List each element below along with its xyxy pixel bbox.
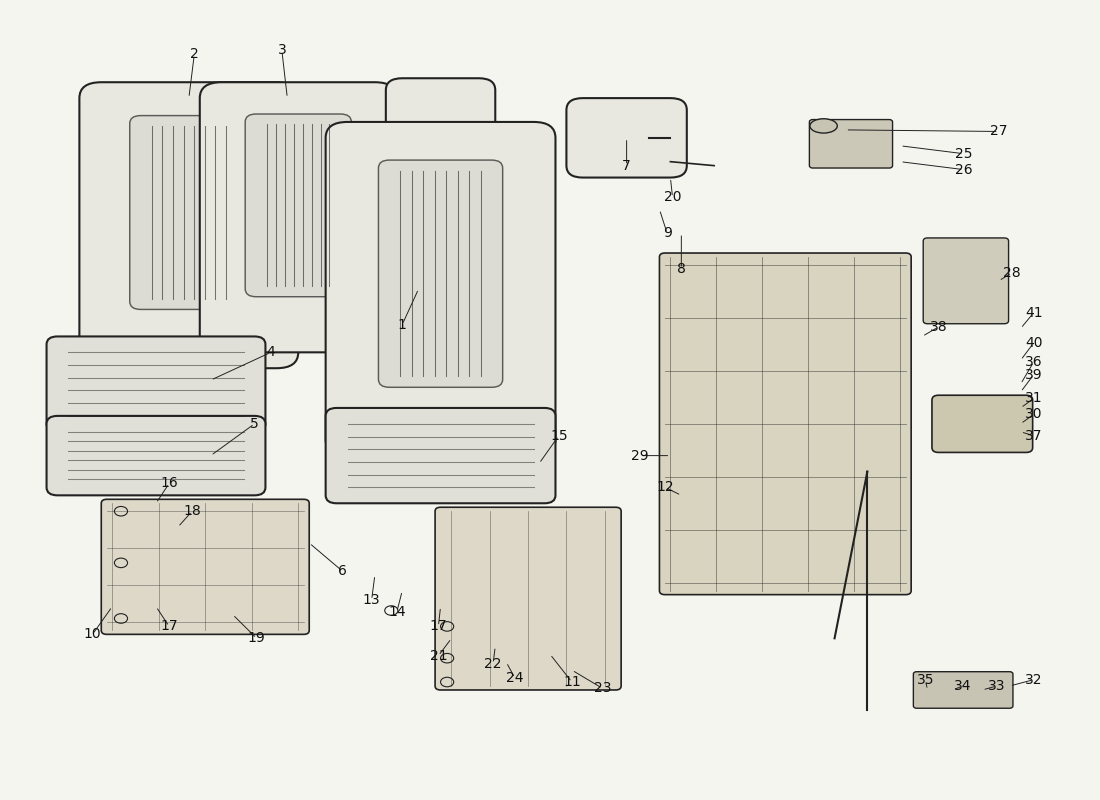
- FancyBboxPatch shape: [46, 416, 265, 495]
- FancyBboxPatch shape: [79, 82, 298, 368]
- FancyBboxPatch shape: [326, 408, 556, 503]
- Text: 16: 16: [161, 477, 178, 490]
- FancyBboxPatch shape: [566, 98, 686, 178]
- Text: 7: 7: [623, 158, 631, 173]
- Text: 1: 1: [398, 318, 407, 331]
- Text: 27: 27: [990, 125, 1008, 138]
- Text: 20: 20: [663, 190, 681, 205]
- Text: 8: 8: [676, 262, 685, 276]
- Text: 36: 36: [1025, 355, 1043, 369]
- Text: 2: 2: [190, 47, 199, 62]
- Text: 12: 12: [656, 480, 673, 494]
- Text: 14: 14: [388, 605, 406, 619]
- Text: 3: 3: [277, 43, 286, 58]
- Text: 38: 38: [930, 320, 947, 334]
- FancyBboxPatch shape: [130, 115, 248, 310]
- Text: 6: 6: [338, 564, 346, 578]
- Text: 17: 17: [430, 619, 448, 634]
- Text: 32: 32: [1025, 673, 1043, 686]
- Ellipse shape: [810, 118, 837, 133]
- FancyBboxPatch shape: [923, 238, 1009, 324]
- Text: 13: 13: [363, 594, 381, 607]
- FancyBboxPatch shape: [913, 672, 1013, 708]
- Text: 40: 40: [1025, 336, 1043, 350]
- Text: 11: 11: [563, 675, 581, 689]
- FancyBboxPatch shape: [245, 114, 351, 297]
- Text: 19: 19: [248, 631, 265, 646]
- Text: 30: 30: [1025, 407, 1043, 422]
- Text: 35: 35: [916, 674, 934, 687]
- Text: 26: 26: [955, 162, 972, 177]
- Text: 25: 25: [955, 146, 972, 161]
- FancyBboxPatch shape: [659, 253, 911, 594]
- Text: 22: 22: [484, 657, 502, 670]
- Text: 23: 23: [594, 682, 612, 695]
- Text: 28: 28: [1003, 266, 1021, 280]
- Text: 34: 34: [954, 679, 971, 693]
- FancyBboxPatch shape: [378, 160, 503, 387]
- Text: 15: 15: [550, 429, 568, 442]
- Text: 24: 24: [506, 671, 524, 685]
- Text: 10: 10: [84, 627, 101, 642]
- Text: 21: 21: [430, 649, 448, 663]
- FancyBboxPatch shape: [810, 119, 892, 168]
- Text: 41: 41: [1025, 306, 1043, 320]
- FancyBboxPatch shape: [326, 122, 556, 456]
- Text: 29: 29: [631, 449, 649, 462]
- Text: 18: 18: [184, 504, 201, 518]
- FancyBboxPatch shape: [436, 507, 622, 690]
- Text: 5: 5: [250, 417, 258, 431]
- FancyBboxPatch shape: [386, 78, 495, 150]
- Text: 31: 31: [1025, 391, 1043, 406]
- Text: 17: 17: [161, 619, 178, 634]
- FancyBboxPatch shape: [200, 82, 397, 352]
- FancyBboxPatch shape: [101, 499, 309, 634]
- FancyBboxPatch shape: [46, 337, 265, 432]
- Text: 9: 9: [662, 226, 671, 240]
- Text: 39: 39: [1025, 367, 1043, 382]
- Text: 33: 33: [988, 679, 1005, 693]
- FancyBboxPatch shape: [932, 395, 1033, 453]
- Text: 4: 4: [266, 346, 275, 359]
- Text: 37: 37: [1025, 429, 1043, 442]
